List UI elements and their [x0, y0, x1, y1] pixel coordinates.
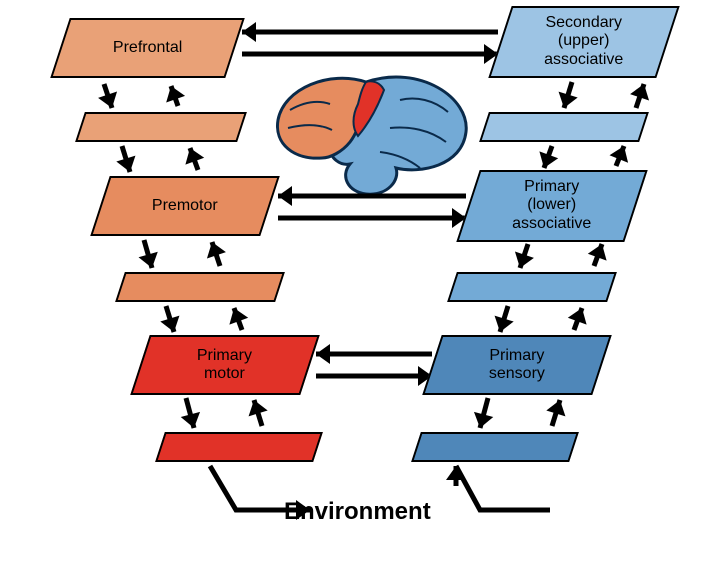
node-gap-right-3	[411, 432, 579, 462]
node-gap-right-2	[447, 272, 617, 302]
node-primary-associative: Primary(lower)associative	[456, 170, 647, 242]
node-label: Primarysensory	[489, 347, 545, 384]
node-label: Prefrontal	[113, 39, 182, 57]
node-primary-motor: Primarymotor	[130, 335, 319, 395]
node-prefrontal: Prefrontal	[50, 18, 244, 78]
node-label: Primary(lower)associative	[512, 178, 591, 233]
environment-label: Environment	[284, 498, 431, 526]
diagram-stage: Prefrontal Premotor Primarymotor Seconda…	[0, 0, 704, 561]
environment-text: Environment	[284, 498, 431, 525]
node-primary-sensory: Primarysensory	[422, 335, 611, 395]
node-label: Premotor	[152, 197, 218, 215]
node-gap-left-2	[115, 272, 285, 302]
node-gap-left-3	[155, 432, 323, 462]
node-secondary-associative: Secondary(upper)associative	[488, 6, 679, 78]
node-premotor: Premotor	[90, 176, 279, 236]
node-label: Secondary(upper)associative	[544, 14, 623, 69]
node-label: Primarymotor	[197, 347, 252, 384]
node-gap-left-1	[75, 112, 247, 142]
node-gap-right-1	[479, 112, 649, 142]
brain-illustration	[270, 70, 470, 200]
